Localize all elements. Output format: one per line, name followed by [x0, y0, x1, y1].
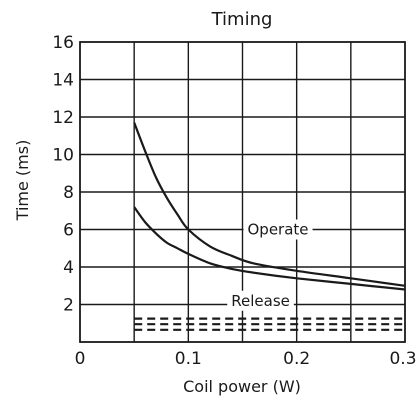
x-tick-label: 0: [75, 349, 86, 369]
annotation-background: [227, 290, 294, 311]
series-lines: [133, 122, 406, 331]
y-tick-label: 14: [52, 71, 74, 91]
chart-title: Timing: [211, 9, 273, 30]
y-tick-label: 8: [63, 183, 74, 203]
y-tick-label: 16: [52, 33, 74, 53]
y-tick-label: 4: [63, 258, 74, 278]
annotations: Operate Release: [227, 219, 313, 311]
y-tick-label: 6: [63, 221, 74, 241]
timing-curve-0: [133, 122, 406, 287]
x-tick-label: 0.2: [283, 349, 310, 369]
timing-curve-1: [133, 206, 406, 291]
y-tick-label: 10: [52, 146, 74, 166]
x-tick-label: 0.3: [389, 349, 416, 369]
annotation-release: Release: [231, 292, 290, 310]
annotation-operate: Operate: [248, 221, 309, 239]
tick-labels: 2 4 6 8 10 12 14 16 0 0.1 0.2 0.3: [52, 33, 416, 369]
x-axis-label: Coil power (W): [183, 377, 301, 396]
y-tick-label: 2: [63, 296, 74, 316]
x-tick-label: 0.1: [175, 349, 202, 369]
y-tick-label: 12: [52, 108, 74, 128]
y-axis-label: Time (ms): [13, 140, 32, 222]
plot-frame: [79, 41, 406, 343]
annotation-background: [243, 219, 313, 240]
